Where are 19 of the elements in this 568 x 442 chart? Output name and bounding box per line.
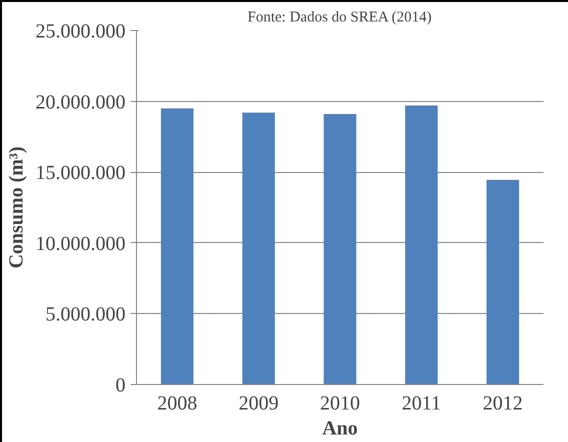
y-tick-label: 20.000.000 xyxy=(36,91,126,114)
y-tick-label: 15.000.000 xyxy=(36,162,126,184)
x-tick-label: 2009 xyxy=(238,392,279,414)
y-tick-label: 0 xyxy=(116,374,126,396)
source-note: Fonte: Dados do SREA (2014) xyxy=(248,10,432,26)
x-tick-label: 2008 xyxy=(157,392,198,414)
bar xyxy=(405,106,438,384)
y-axis-title: Consumo (m³) xyxy=(6,146,28,269)
y-tick-label: 25.000.000 xyxy=(36,20,126,42)
y-tick-label: 5.000.000 xyxy=(46,304,126,326)
x-tick-label: 2011 xyxy=(402,392,442,414)
bar xyxy=(160,108,194,384)
y-tick-label: 10.000.000 xyxy=(36,232,126,255)
x-tick-label: 2010 xyxy=(320,392,360,414)
bar xyxy=(486,180,520,384)
x-axis-title: Ano xyxy=(322,418,358,440)
bar xyxy=(242,112,275,384)
x-tick-label: 2012 xyxy=(482,392,523,414)
bar xyxy=(324,114,356,384)
